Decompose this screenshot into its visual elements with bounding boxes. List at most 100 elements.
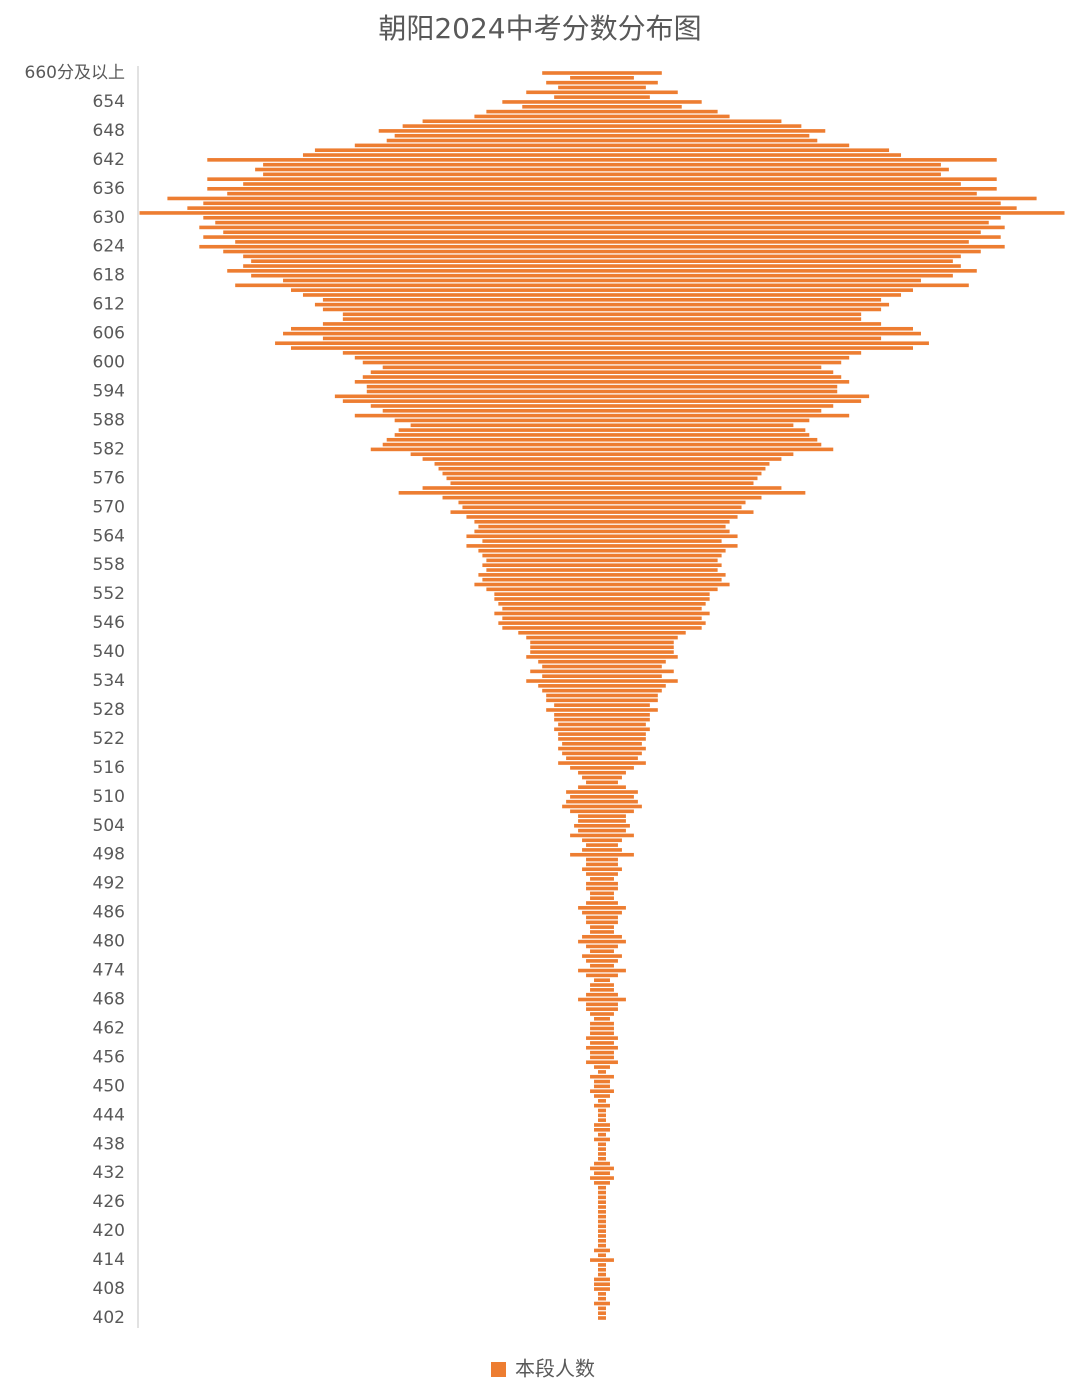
bar: [354, 380, 850, 384]
bar: [498, 602, 706, 606]
bar: [594, 1181, 610, 1185]
bar: [586, 857, 618, 862]
bar: [502, 606, 702, 611]
bar: [362, 360, 842, 365]
bar: [594, 978, 610, 983]
y-tick-label: 522: [93, 729, 125, 749]
bar: [570, 833, 634, 838]
bar: [598, 1238, 606, 1243]
bar: [590, 1166, 614, 1171]
bar: [354, 143, 850, 148]
bar: [578, 939, 626, 944]
bar: [586, 973, 618, 978]
bar: [370, 447, 834, 452]
bar: [494, 597, 710, 601]
bar: [598, 1108, 606, 1113]
y-tick-label: 624: [93, 237, 125, 257]
bar: [594, 1161, 610, 1166]
bar: [474, 114, 730, 119]
bar: [590, 983, 614, 987]
bar: [275, 341, 929, 346]
bar: [207, 158, 997, 162]
bar: [586, 992, 618, 997]
bar: [450, 481, 754, 485]
y-tick-label: 546: [93, 613, 125, 633]
bar: [566, 790, 638, 794]
y-tick-label: 660分及以上: [25, 63, 125, 83]
bar: [382, 442, 822, 447]
bar: [542, 71, 662, 75]
bar: [302, 293, 902, 297]
bar: [362, 375, 842, 379]
y-tick-label: 576: [93, 468, 125, 488]
bar: [590, 1026, 614, 1031]
bar: [486, 568, 718, 572]
bar: [586, 901, 618, 905]
bar: [590, 1021, 614, 1026]
bar: [598, 1152, 606, 1156]
bar: [586, 920, 618, 925]
y-tick-label: 642: [93, 150, 125, 170]
y-tick-label: 438: [93, 1134, 125, 1154]
y-tick-label: 414: [93, 1250, 125, 1270]
bar: [450, 510, 754, 514]
bar: [566, 799, 638, 804]
bar: [582, 867, 622, 872]
bar: [578, 828, 626, 833]
legend-swatch: [491, 1362, 506, 1377]
bar: [594, 1137, 610, 1142]
bar: [494, 611, 710, 616]
chart-title: 朝阳2024中考分数分布图: [378, 12, 701, 45]
bar: [582, 838, 622, 843]
bar: [594, 1282, 610, 1287]
bar: [590, 925, 614, 929]
y-tick-label: 552: [93, 584, 125, 604]
bar: [598, 1306, 606, 1311]
bar: [598, 1195, 606, 1200]
bar: [542, 688, 662, 693]
bar: [167, 196, 1037, 201]
y-tick-label: 534: [93, 671, 125, 691]
bar: [482, 553, 722, 558]
y-tick-label: 654: [93, 92, 125, 112]
bar: [558, 732, 646, 736]
bar: [394, 133, 810, 138]
bar: [570, 766, 634, 770]
bar: [586, 1007, 618, 1011]
bar: [582, 848, 622, 852]
y-tick-label: 630: [93, 208, 125, 228]
bar: [530, 669, 674, 674]
bar: [598, 1118, 606, 1122]
bar: [590, 1012, 614, 1016]
bar: [251, 273, 953, 278]
bar: [538, 659, 666, 664]
bar: [438, 466, 766, 471]
bar: [586, 886, 618, 891]
bar: [526, 679, 678, 683]
bar: [366, 389, 838, 394]
bar: [386, 138, 818, 143]
y-tick-label: 450: [93, 1076, 125, 1096]
bar: [594, 1287, 610, 1291]
bar: [598, 1070, 606, 1074]
bar: [562, 751, 642, 756]
bar: [590, 1176, 614, 1180]
bar: [530, 645, 674, 650]
bar: [590, 1074, 614, 1079]
y-tick-label: 498: [93, 845, 125, 865]
bar: [518, 630, 686, 635]
bar: [594, 1301, 610, 1306]
bar: [582, 910, 622, 915]
bar: [382, 408, 822, 413]
bar: [378, 129, 826, 133]
bar: [334, 394, 870, 399]
bar: [598, 1219, 606, 1224]
bar: [558, 722, 646, 727]
bar: [590, 949, 614, 954]
bar: [590, 930, 614, 934]
bar: [562, 741, 642, 746]
y-tick-label: 618: [93, 266, 125, 286]
bar: [598, 1210, 606, 1214]
bar: [263, 172, 941, 177]
